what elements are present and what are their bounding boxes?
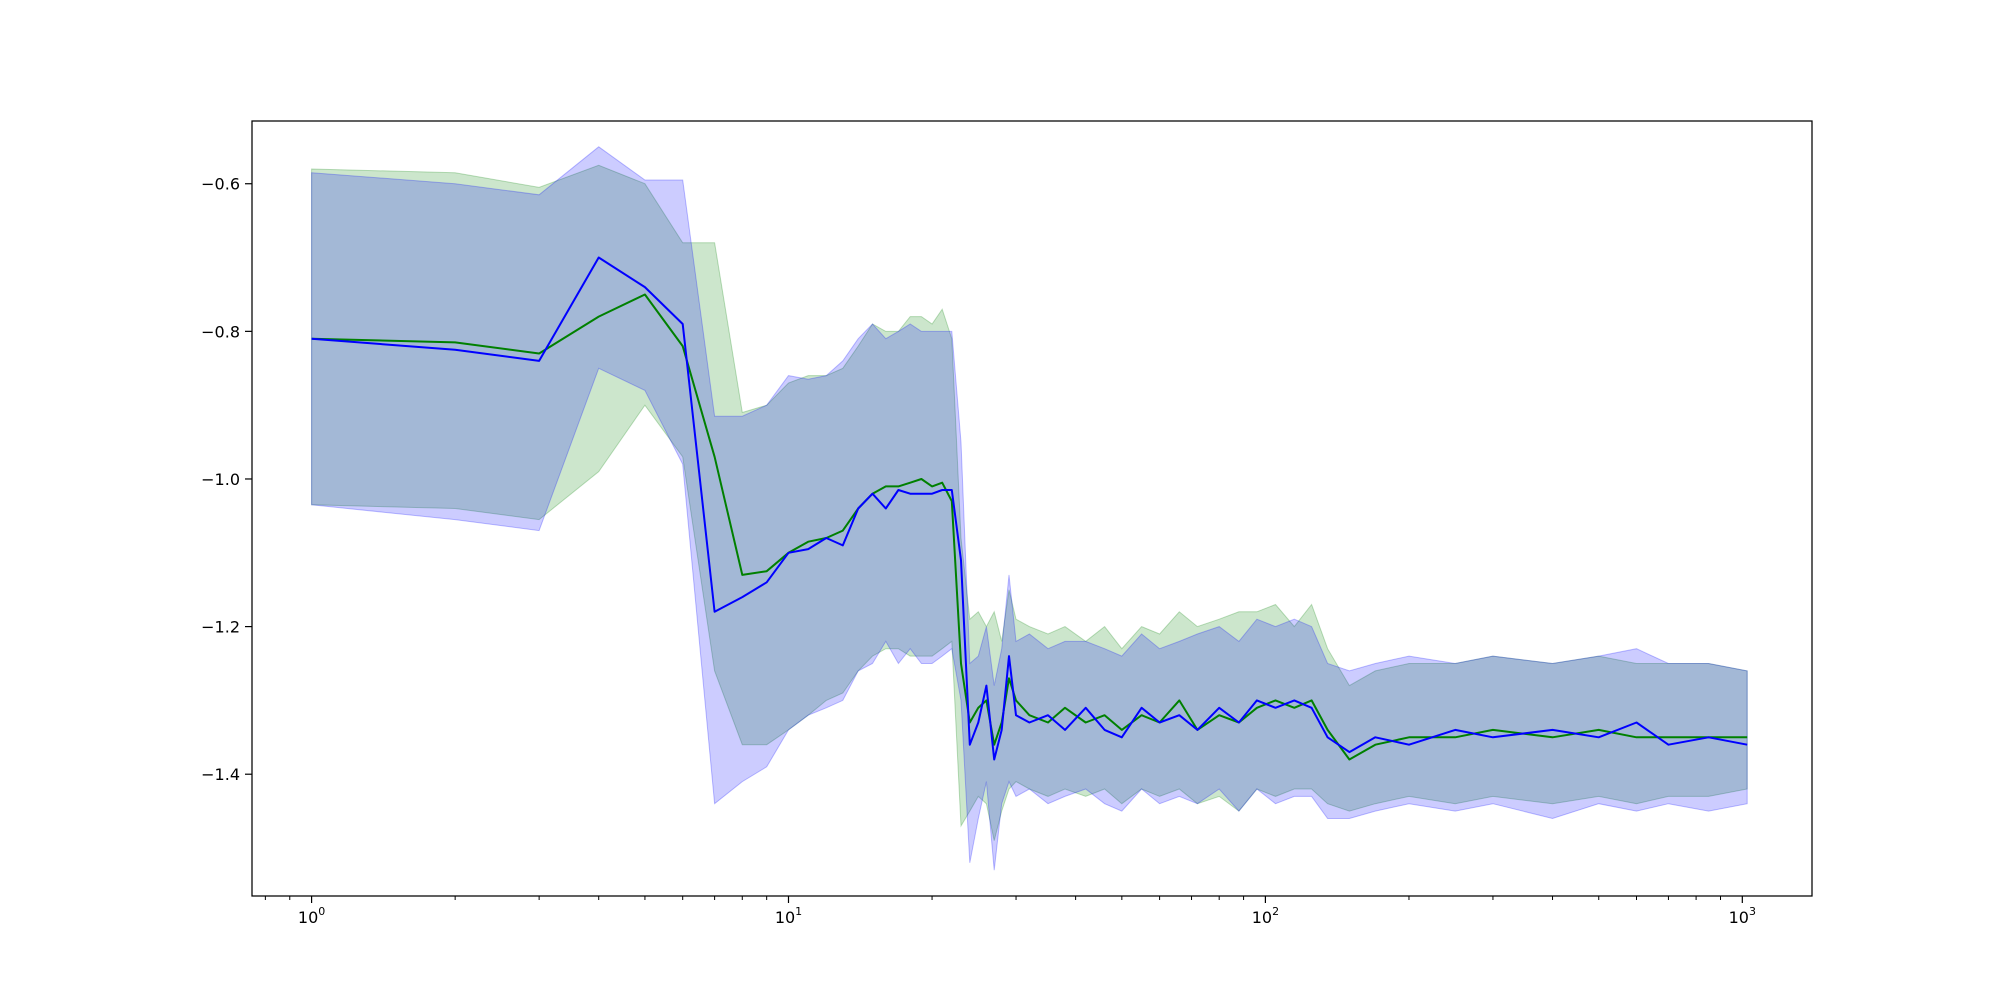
- y-axis: −0.6 −0.8 −1.0 −1.2 −1.4: [201, 175, 252, 784]
- y-tick-label: −1.2: [201, 618, 240, 637]
- y-tick-label: −0.8: [201, 322, 240, 341]
- series-lines: [311, 256, 1748, 761]
- x-tick-label: 103: [1729, 905, 1756, 927]
- x-tick-label: 102: [1252, 905, 1279, 927]
- line-series-2: [311, 256, 1748, 761]
- band-series-1: [311, 164, 1748, 841]
- band-series-2: [311, 146, 1748, 871]
- y-tick-label: −1.0: [201, 470, 240, 489]
- y-tick-label: −0.6: [201, 175, 240, 194]
- x-tick-label: 101: [775, 905, 802, 927]
- confidence-bands: [311, 146, 1748, 871]
- plot-frame: [251, 120, 1813, 897]
- y-tick-label: −1.4: [201, 765, 240, 784]
- x-axis: 100 101 102 103: [264, 896, 1756, 927]
- x-tick-label: 100: [298, 905, 325, 927]
